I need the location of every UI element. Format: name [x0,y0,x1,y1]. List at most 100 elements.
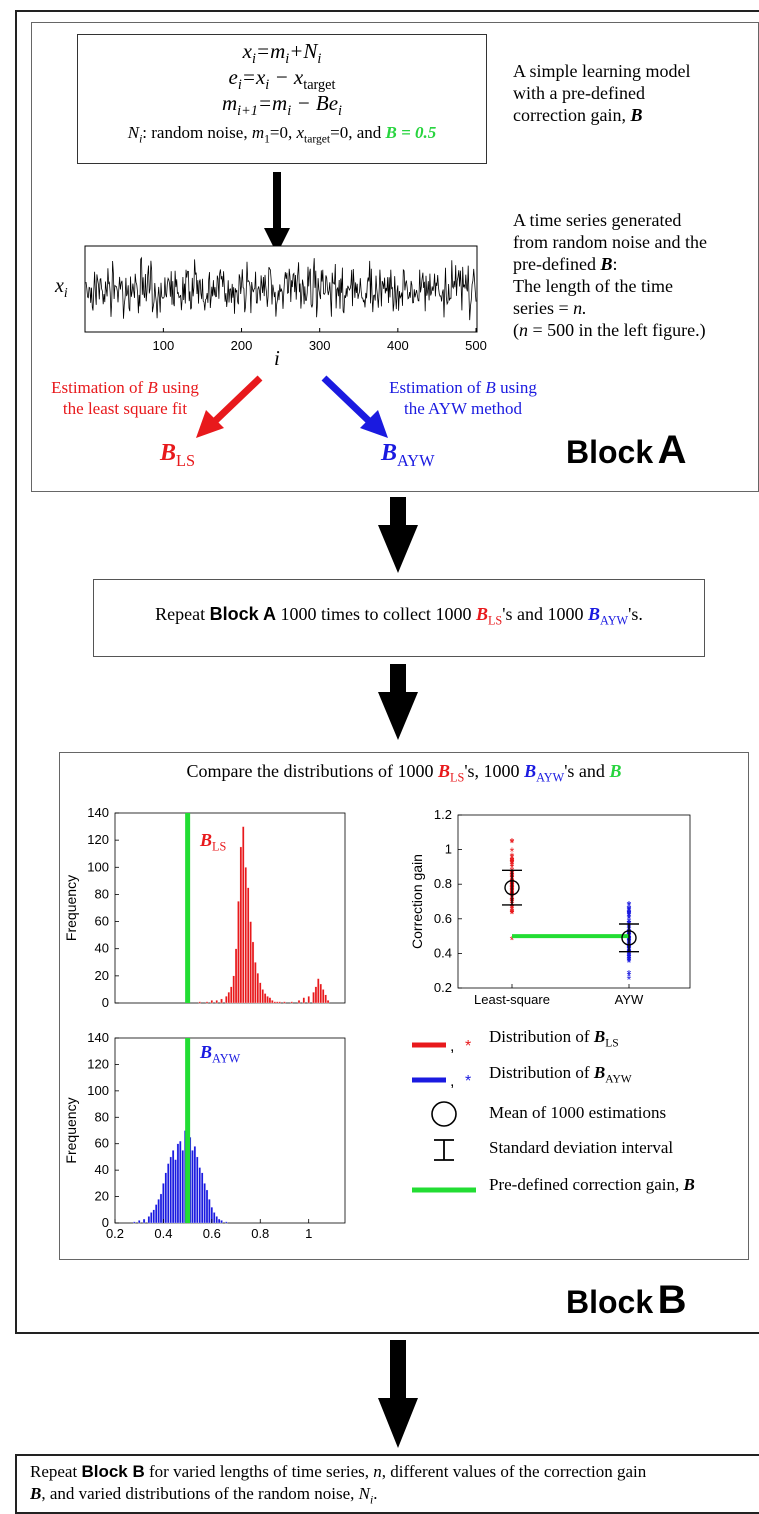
gain-point: * [627,955,632,969]
hist-bar [230,986,233,1004]
gain-ytick-label: 1.2 [434,807,452,822]
hist-bar [256,972,260,1004]
compare-title: Compare the distributions of 1000 BLS's,… [186,761,622,785]
hist-bar [314,986,318,1004]
gain-point: * [627,950,632,964]
gain-point: * [627,902,632,916]
hist-bar [278,1001,281,1004]
gain-point: * [627,947,632,961]
hist-bar [254,962,257,1004]
timeseries-xtick-label: 300 [309,338,331,353]
timeseries-xtick-label: 400 [387,338,409,353]
gain-point: * [627,904,632,918]
hist-bar [326,1000,330,1004]
ayw-estimation-label: Estimation of B using the AYW method [389,378,537,418]
hist-bar [152,1209,155,1224]
gain-mean-marker [504,879,520,896]
gain-ytick-label: 0.2 [434,980,452,995]
gain-point: * [627,948,632,962]
hist-bar [208,1199,211,1224]
hist-ls-series-label: BLS [200,830,227,854]
gain-ytick-label: 0.8 [434,876,452,891]
gain-point: * [627,906,632,920]
repeat-block-a-box: Repeat Block A 1000 times to collect 100… [93,579,705,657]
hist-bar [290,1001,293,1004]
hist-frame [114,812,346,1004]
equation-1: xi=mi+Ni [242,39,322,68]
legend-ayw-line: , * [412,1073,471,1090]
hist-bar [196,1156,199,1224]
gain-point: * [627,973,632,987]
hist-xtick-label: 1 [305,1226,312,1241]
gain-point: * [510,835,515,849]
gain-point: * [627,951,632,965]
hist-bar [225,996,228,1004]
hist-ytick-label: 100 [87,1083,109,1098]
hist-bar [164,1172,168,1224]
hist-bar [167,1163,170,1224]
hist-bar [234,948,238,1004]
b-ayw-label: BAYW [381,440,435,470]
hist-bar [259,982,262,1004]
hist-bar [191,1150,194,1224]
correction-gain-plot: 0.2 0.4 0.6 0.8 1 1.2 Least-square AYW Correctio… [409,807,691,1007]
hist-bar [220,998,223,1004]
gain-mean-marker [621,930,637,946]
hist-bar [244,867,247,1004]
arrow-ls [196,375,263,438]
gain-xtick-label: Least-square [474,992,550,1007]
hist-ytick-label: 80 [95,1109,109,1124]
hist-ytick-label: 20 [95,1189,109,1204]
gain-point: * [627,954,632,968]
repeat-block-b-text: Repeat Block B for varied lengths of tim… [30,1462,647,1507]
hist-bar [317,978,320,1004]
timeseries-ylabel: xi [55,275,68,300]
histogram-ls: 0 20 40 60 80 100 120 140 Frequency [63,805,346,1010]
gain-point: * [627,908,632,922]
hist-ytick-label: 40 [95,941,109,956]
hist-bar [205,1189,209,1224]
gain-point: * [627,947,632,961]
hist-bar [142,1218,146,1224]
gain-point: * [627,906,632,920]
hist-bar [138,1220,141,1224]
hist-bar [227,991,230,1004]
gain-point: * [510,856,515,870]
gain-point: * [627,915,632,929]
arrow-block-a-to-repeat [378,497,418,573]
gain-point: * [510,933,515,947]
hist-bar [268,997,272,1004]
model-description: A simple learning model with a pre-defin… [513,61,691,125]
arrow-block-b-to-repeat [378,1340,418,1448]
gain-point: * [627,899,632,913]
hist-ytick-label: 140 [87,1030,109,1045]
hist-ytick-label: 60 [95,1136,109,1151]
arrow-model-to-series [264,172,290,254]
hist-bar [174,1159,177,1224]
svg-text:*: * [465,1073,471,1090]
gain-point: * [627,946,632,960]
hist-bar [246,887,250,1004]
hist-bar [179,1140,182,1224]
hist-ytick-label: 40 [95,1162,109,1177]
timeseries-line [85,256,477,321]
hist-ylabel: Frequency [63,1097,79,1163]
gain-point: * [510,861,515,875]
block-a-title: Block A [566,428,687,472]
hist-ytick-label: 0 [102,995,109,1010]
hist-ayw-series-label: BAYW [200,1042,241,1066]
gain-ylabel: Correction gain [409,854,425,949]
gain-point: * [510,860,515,874]
hist-bar [193,1146,197,1224]
hist-bar [150,1212,153,1224]
hist-bar [232,975,235,1004]
legend-predef-text: Pre-defined correction gain, B [489,1175,695,1194]
gain-point: * [627,946,632,960]
gain-point: * [510,850,515,864]
gain-point: * [510,856,515,870]
repeat-block-a-text: Repeat Block A 1000 times to collect 100… [155,604,643,628]
hist-bar [200,1172,204,1224]
arrow-repeat-to-compare [378,664,418,740]
hist-bar [171,1150,175,1224]
block-b-title: Block B [566,1278,687,1322]
